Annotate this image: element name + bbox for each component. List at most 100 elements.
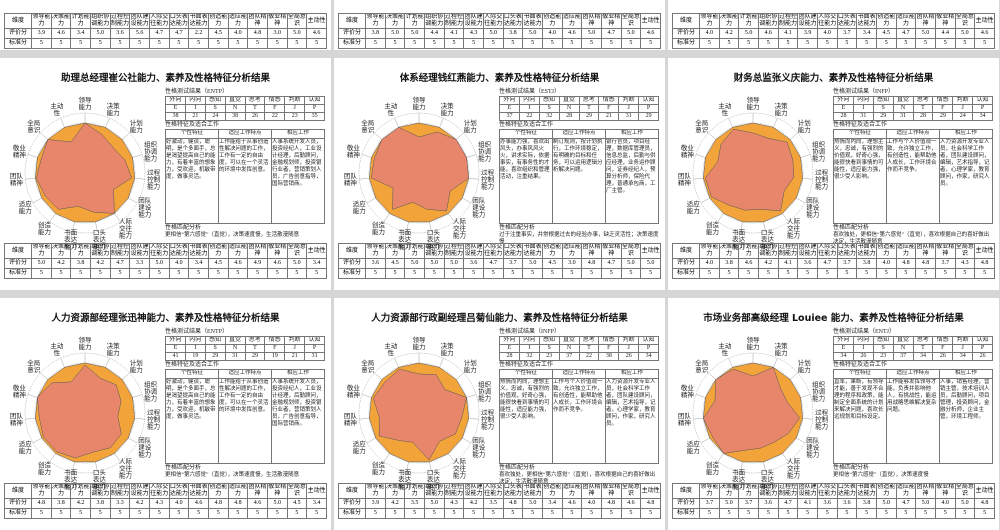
- radar-label: 团队建设能力: [472, 437, 486, 458]
- score-table: 维度 领导能力 决策能力 计划能力 组织协调能力 过程控制能力 团队建设能力 人际交往能力 口头…: [338, 483, 661, 519]
- score-cell: 3.6: [757, 498, 779, 509]
- traits-cell: 人力资源开发专业人员，社会科学工作者，团队建设顾问，编辑，艺术指导，记者，心理学…: [605, 378, 659, 464]
- radar-chart: [692, 352, 814, 474]
- mbti-cell: 思考: [244, 96, 266, 105]
- score-cell: 5.0: [286, 28, 308, 39]
- mbti-heading: 性格测试结果（INFP）: [833, 89, 895, 95]
- dimension-name: 主动性: [974, 243, 995, 259]
- mbti-cell: 31: [224, 352, 246, 361]
- score-cell: 5: [777, 508, 799, 519]
- mbti-row: 28 31 29 31 28 29 24 34: [833, 112, 993, 121]
- dimension-name: 创造能力: [207, 483, 229, 499]
- score-cell: 5: [50, 38, 72, 49]
- score-cell: 5: [954, 268, 976, 279]
- mbti-cell: 认知: [304, 96, 325, 105]
- mbti-cell: 内向: [184, 96, 206, 105]
- row-label: 评价分: [672, 498, 700, 509]
- traits-cell: 热情而内向，理想主义，忠诚，有强烈的价值观，好奇心强，能很快看到事情的可能性，适…: [833, 138, 887, 224]
- score-cell: 5: [915, 268, 936, 279]
- radar-label: 主动性: [718, 342, 732, 357]
- radar-label: 决策能力: [774, 342, 788, 357]
- mbti-cell: 23: [538, 352, 560, 361]
- report-panel: 财务总监张义庆能力、素养及性格特征分析结果 领导能力 决策能力 计划能力 组织协调能力过…: [668, 58, 999, 290]
- radar-label: 领导能力: [78, 337, 92, 351]
- score-cell: 5: [463, 508, 484, 519]
- dimension-name: 书面表达能力: [188, 483, 209, 499]
- traits-header-cell: 个性特征: [499, 129, 553, 139]
- dimension-name: 主动性: [974, 13, 995, 29]
- traits-header: 个性特征 适应工作特点 相应工作: [165, 369, 325, 379]
- dimension-name: 适应能力: [895, 243, 917, 259]
- score-cell: 5: [856, 508, 877, 519]
- traits-body: 办事能力强，喜欢出风头，办事风风火火，讲求实际，依据事实，有事务性的才能，喜欢组…: [499, 138, 659, 224]
- dimension-name: 过程控制能力: [443, 243, 465, 259]
- radar-label: 创造能力: [705, 221, 719, 236]
- radar-label: 全局意识: [361, 119, 375, 134]
- radar-label: 过程控制能力: [815, 409, 829, 431]
- traits-cell: 直率，果断，有领导才能，善于发现不合理的程序和政策，能制定全面系统的计划来解决问…: [833, 378, 887, 464]
- score-row: 评价分 3.6 4.5 5.0 5.0 5.0 3.6 4.7 3.7 3.0 4.5 3.0 4.8 4…: [338, 258, 661, 269]
- radar-label: 适应能力: [686, 200, 700, 215]
- dimension-name: 书面表达能力: [856, 243, 877, 259]
- radar-ring: [358, 112, 480, 234]
- score-table: 维度 领导能力 决策能力 计划能力 组织协调能力 过程控制能力 团队建设能力 人际交往能力 口头…: [672, 13, 995, 49]
- mbti-cell: 19: [184, 352, 206, 361]
- radar-label: 团队建设能力: [806, 437, 820, 458]
- radar-label: 计划能力: [129, 119, 143, 134]
- mbti-cell: 感知: [538, 336, 560, 345]
- score-cell: 5: [443, 508, 465, 519]
- score-cell: 5: [974, 38, 995, 49]
- score-cell: 5: [974, 508, 995, 519]
- match-heading: 性格匹配分析: [833, 465, 870, 471]
- mbti-cell: 32: [518, 352, 540, 361]
- radar-label: 人际交往能力: [119, 218, 133, 240]
- mbti-cell: I: [184, 344, 206, 353]
- mbti-cell: 外向: [833, 96, 854, 105]
- mbti-cell: 28: [499, 352, 520, 361]
- dimension-name: 人际交往能力: [482, 483, 504, 499]
- traits-cell: 人事系统开发人员，投资经纪人，工业设计经理，后勤顾问，金融规划师，投资银行业者，…: [271, 138, 325, 224]
- traits-body: 热情而内向，理想主义，忠诚，有强烈的价值观，好奇心强，能很快看到事情的可能性，适…: [833, 138, 993, 224]
- score-cell: 5: [365, 38, 386, 49]
- mbti-cell: 24: [952, 112, 974, 121]
- row-label: 评价分: [4, 28, 32, 39]
- dimension-name: 决策能力: [384, 243, 406, 259]
- traits-header-cell: 适应工作特点: [552, 129, 606, 139]
- mbti-cell: 22: [264, 112, 286, 121]
- score-cell: 4.7: [600, 28, 622, 39]
- mbti-cell: P: [972, 104, 993, 113]
- score-cell: 4.9: [247, 258, 268, 269]
- mbti-cell: S: [204, 344, 226, 353]
- radar-label: 适应能力: [686, 440, 700, 455]
- radar-label: 团队精神: [9, 413, 23, 428]
- mbti-cell: 26: [244, 112, 266, 121]
- score-cell: 5: [934, 508, 956, 519]
- score-cell: 3.6: [109, 28, 131, 39]
- radar-chart: [692, 112, 814, 234]
- radar-label: 敬业精神: [12, 384, 26, 399]
- mbti-cell: T: [912, 344, 934, 353]
- mbti-heading: 性格测试结果（ENTJ）: [833, 329, 895, 335]
- radar-label: 领导能力: [746, 337, 760, 351]
- mbti-cell: 感知: [872, 336, 894, 345]
- score-cell: 5: [188, 508, 209, 519]
- mbti-cell: 外向: [165, 96, 186, 105]
- traits-header-cell: 相应工作: [939, 129, 993, 139]
- score-row: 评价分 3.9 4.6 3.4 5.0 3.6 5.6 4.7 4.7 2.2 4.5 4.0 4.8 3…: [4, 28, 327, 39]
- mbti-cell: N: [892, 344, 914, 353]
- traits-cell: 人力资源开发专业人员，社会科学工作者，团队建设顾问，编辑，艺术指导，记者，心理学…: [939, 138, 993, 224]
- radar-label: 团队建设能力: [138, 437, 152, 458]
- report-panel: 维度 领导能力 决策能力 计划能力 组织协调能力 过程控制能力 团队建设能力 人际交往能力 口头…: [668, 0, 999, 50]
- dimension-name: 适应能力: [227, 483, 249, 499]
- score-cell: 4.2: [463, 498, 484, 509]
- radar-label: 计划能力: [797, 119, 811, 134]
- score-cell: 4.6: [188, 498, 209, 509]
- radar-label: 创造能力: [37, 221, 51, 236]
- mbti-cell: I: [852, 104, 874, 113]
- mbti-cell: I: [518, 104, 540, 113]
- score-cell: 4.6: [561, 498, 583, 509]
- score-cell: 5: [247, 268, 268, 279]
- radar-label: 过程控制能力: [481, 169, 495, 191]
- traits-header-cell: 相应工作: [605, 369, 659, 379]
